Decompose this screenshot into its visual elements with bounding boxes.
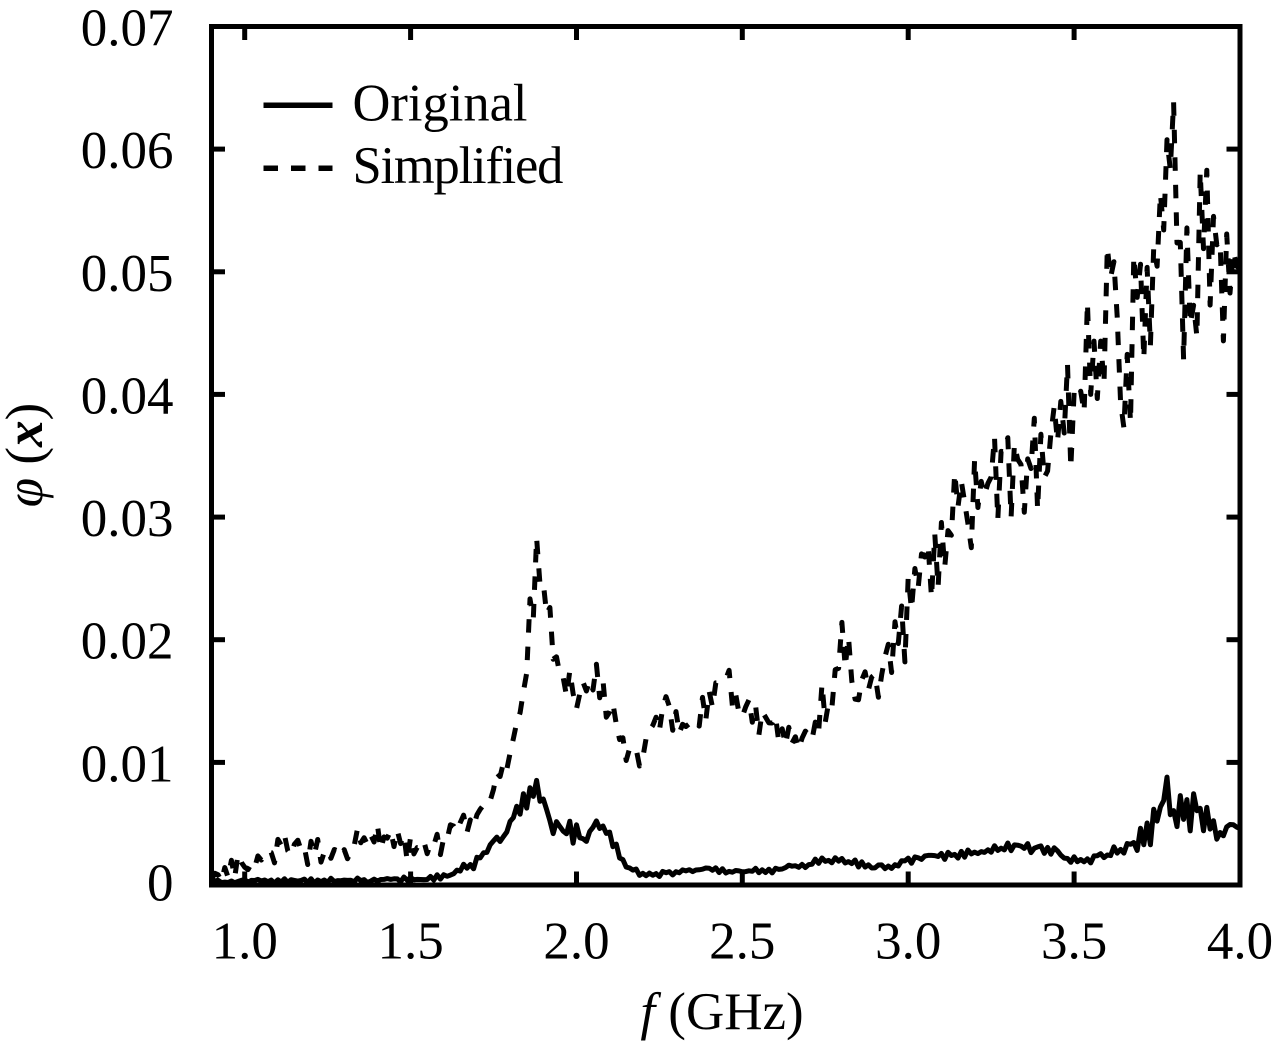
svg-text:0.04: 0.04	[81, 367, 174, 425]
svg-text:Original: Original	[353, 74, 528, 132]
svg-text:Simplified: Simplified	[353, 137, 564, 195]
svg-text:1.5: 1.5	[377, 913, 443, 971]
svg-text:4.0: 4.0	[1207, 913, 1273, 971]
svg-text:0.03: 0.03	[81, 490, 174, 548]
svg-text:2.0: 2.0	[543, 913, 609, 971]
svg-text:0: 0	[147, 855, 174, 913]
svg-text:3.0: 3.0	[875, 913, 941, 971]
svg-text:φ (x): φ (x)	[0, 403, 54, 507]
svg-text:2.5: 2.5	[709, 913, 775, 971]
svg-text:1.0: 1.0	[212, 913, 278, 971]
svg-text:0.01: 0.01	[81, 735, 174, 793]
svg-text:0.07: 0.07	[81, 0, 174, 58]
svg-text:0.06: 0.06	[81, 122, 174, 180]
svg-text:3.5: 3.5	[1041, 913, 1107, 971]
svg-text:0.02: 0.02	[81, 613, 174, 671]
svg-text:0.05: 0.05	[81, 245, 174, 303]
svg-text:f (GHz): f (GHz)	[640, 983, 803, 1041]
